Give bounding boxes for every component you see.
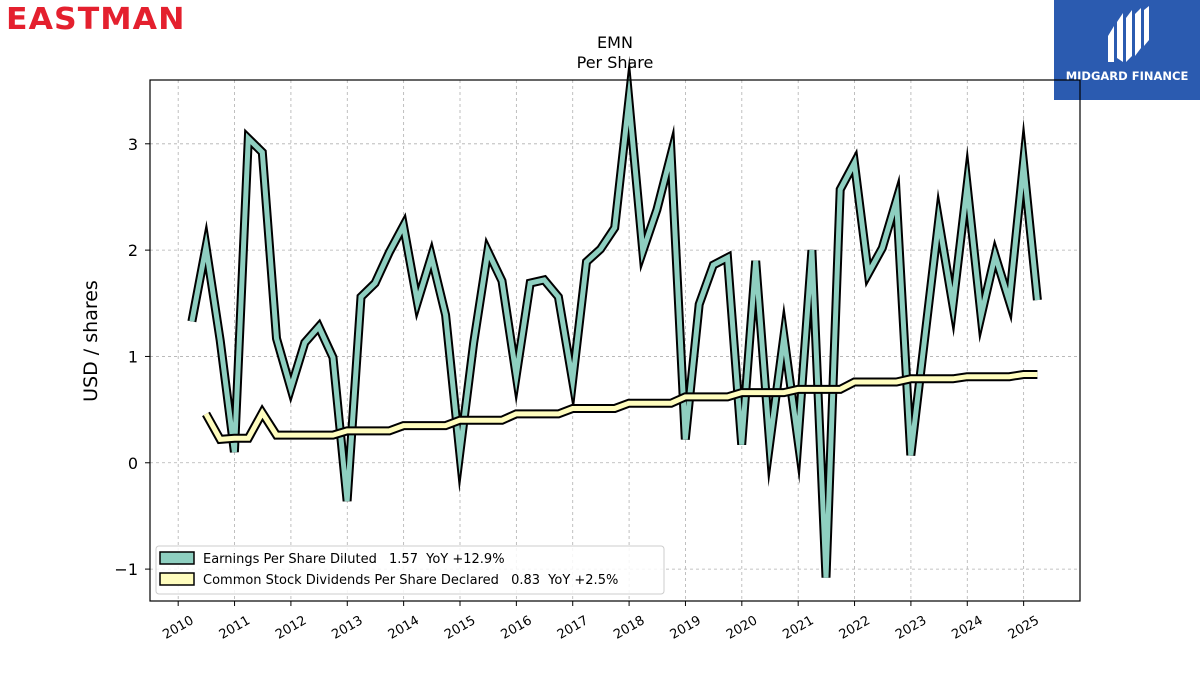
legend-entry-eps: Earnings Per Share Diluted 1.57 YoY +12.… bbox=[203, 552, 505, 567]
x-tick-label: 2021 bbox=[780, 613, 816, 643]
y-tick-label: 3 bbox=[128, 135, 138, 154]
x-tick-label: 2010 bbox=[160, 613, 196, 643]
legend-eps-change: YoY +12.9% bbox=[425, 552, 504, 567]
x-tick-label: 2024 bbox=[949, 613, 985, 643]
chart-subtitle: Per Share bbox=[577, 53, 654, 72]
legend-eps-name: Earnings Per Share Diluted bbox=[203, 552, 377, 567]
legend-eps-value: 1.57 bbox=[389, 552, 418, 567]
x-tick-label: 2019 bbox=[668, 613, 704, 643]
dividends-series-line bbox=[202, 370, 1038, 445]
y-tick-label: −1 bbox=[114, 560, 138, 579]
midgard-finance-label: MIDGARD FINANCE bbox=[1065, 69, 1189, 83]
y-tick-label: 2 bbox=[128, 241, 138, 260]
legend-entry-dividends: Common Stock Dividends Per Share Declare… bbox=[203, 573, 618, 588]
midgard-finance-badge: MIDGARD FINANCE bbox=[1054, 0, 1200, 100]
legend: Earnings Per Share Diluted 1.57 YoY +12.… bbox=[155, 545, 665, 595]
series-lines bbox=[187, 55, 1042, 578]
x-tick-label: 2023 bbox=[893, 613, 929, 643]
legend-swatch-dividends bbox=[159, 572, 195, 586]
x-tick-label: 2018 bbox=[611, 613, 647, 643]
x-tick-label: 2015 bbox=[442, 613, 478, 643]
x-tick-label: 2025 bbox=[1006, 613, 1042, 643]
y-tick-label: 1 bbox=[128, 347, 138, 366]
chart-title: EMN bbox=[597, 33, 633, 52]
legend-dividends-change: YoY +2.5% bbox=[547, 573, 618, 588]
y-ticks: −1 0 1 2 3 bbox=[114, 135, 150, 579]
legend-dividends-name: Common Stock Dividends Per Share Declare… bbox=[203, 573, 499, 588]
eastman-logo: EASTMAN bbox=[6, 2, 246, 37]
legend-dividends-value: 0.83 bbox=[511, 573, 540, 588]
x-tick-label: 2022 bbox=[837, 613, 873, 643]
y-axis-label: USD / shares bbox=[80, 280, 102, 402]
eastman-logo-text: EASTMAN bbox=[6, 2, 186, 37]
x-tick-label: 2016 bbox=[499, 613, 535, 643]
eps-series-line-fill bbox=[189, 75, 1040, 578]
x-tick-label: 2011 bbox=[217, 613, 253, 643]
grid bbox=[150, 80, 1080, 601]
y-tick-label: 0 bbox=[128, 454, 138, 473]
midgard-logo-icon bbox=[1108, 6, 1149, 62]
x-tick-label: 2017 bbox=[555, 613, 591, 643]
legend-swatch-eps bbox=[159, 551, 195, 565]
plot-frame bbox=[149, 79, 1081, 602]
x-tick-label: 2013 bbox=[329, 613, 365, 643]
x-ticks: 2010 2011 2012 2013 2014 2015 2016 2017 2018 2019… bbox=[160, 601, 1042, 643]
x-tick-label: 2020 bbox=[724, 613, 760, 643]
x-tick-label: 2014 bbox=[386, 613, 422, 643]
eps-series-line bbox=[187, 55, 1042, 578]
legend-box bbox=[155, 545, 665, 595]
x-tick-label: 2012 bbox=[273, 613, 309, 643]
dividends-series-line-fill bbox=[203, 372, 1038, 443]
